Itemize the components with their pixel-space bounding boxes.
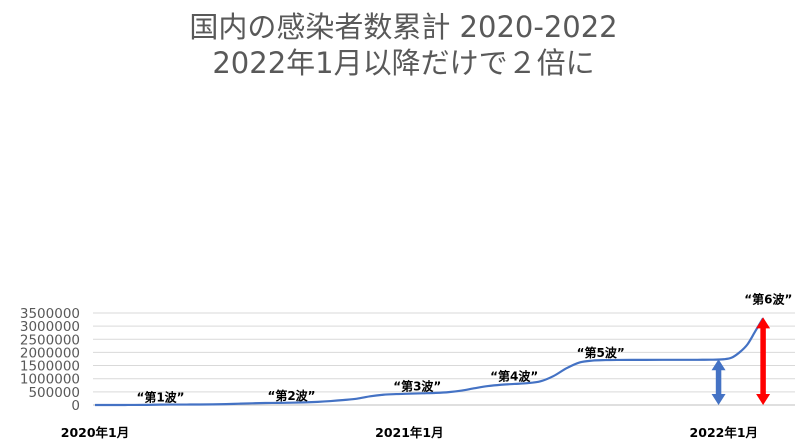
y-tick-label: 3000000 (20, 319, 80, 335)
wave-annotation: “第2波” (267, 388, 315, 403)
y-tick-label: 500000 (28, 385, 80, 401)
y-tick-label: 2500000 (20, 332, 80, 348)
x-tick-label: 2020年1月 (61, 425, 130, 440)
wave-annotation: “第4波” (490, 369, 538, 384)
wave-annotation: “第6波” (744, 291, 792, 306)
red-double-arrow (756, 317, 771, 405)
series-line (94, 317, 765, 407)
y-tick-label: 1000000 (20, 372, 80, 388)
y-tick-label: 1500000 (20, 359, 80, 375)
x-tick-label: 2022年1月 (690, 425, 759, 440)
y-tick-label: 2000000 (20, 345, 80, 361)
chart-title: 国内の感染者数累計 2020-2022 (189, 10, 618, 44)
y-tick-label: 0 (71, 398, 80, 414)
blue-double-arrow (711, 359, 726, 405)
y-tick-label: 3500000 (20, 306, 80, 322)
wave-annotation: “第3波” (393, 378, 441, 393)
x-tick-label: 2021年1月 (375, 425, 444, 440)
chart-subtitle: 2022年1月以降だけで２倍に (212, 46, 595, 80)
wave-annotation: “第5波” (577, 345, 625, 360)
wave-annotation: “第1波” (136, 390, 184, 405)
